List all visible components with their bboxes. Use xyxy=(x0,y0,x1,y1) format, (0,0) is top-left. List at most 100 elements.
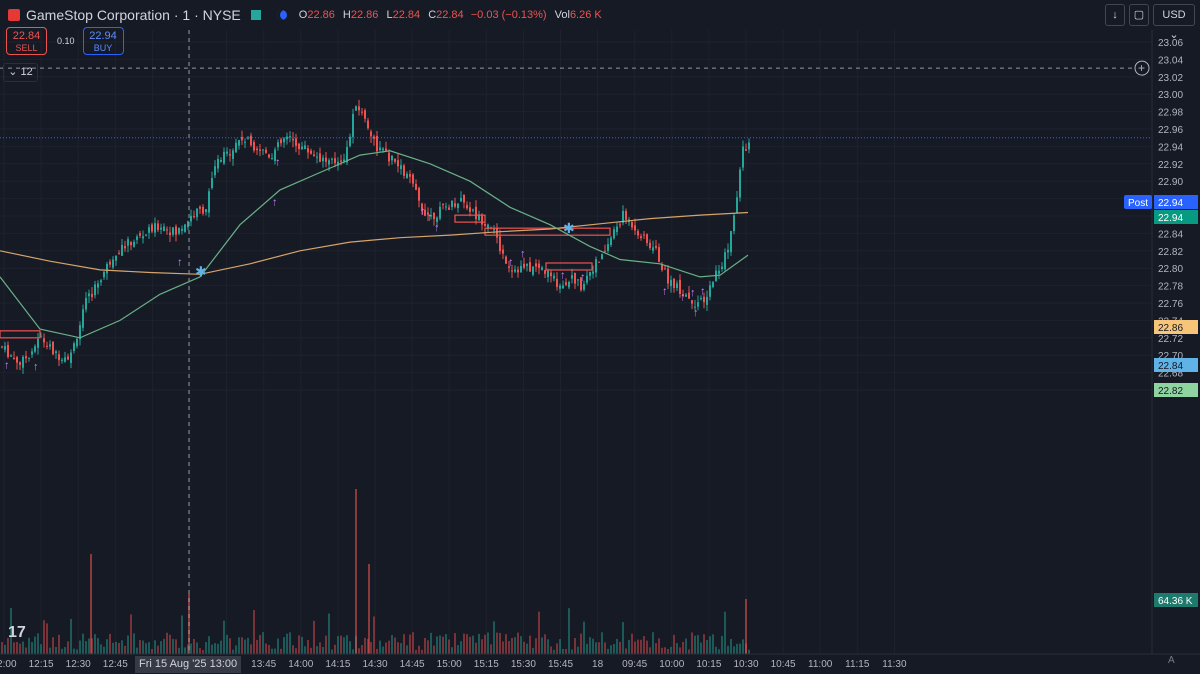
volume-bar xyxy=(412,632,414,654)
volume-bar xyxy=(613,644,615,654)
volume-bar xyxy=(100,644,102,654)
volume-bar xyxy=(52,637,54,654)
candle-body xyxy=(82,309,84,328)
candle-body xyxy=(469,207,471,212)
volume-bar xyxy=(574,638,576,654)
candle-body xyxy=(664,268,666,270)
volume-bar xyxy=(514,637,516,654)
candle-body xyxy=(379,147,381,151)
indicators-toggle[interactable]: ⌄ 12 xyxy=(3,63,38,82)
candle-body xyxy=(205,209,207,212)
volume-bar xyxy=(439,635,441,654)
candle-body xyxy=(634,225,636,231)
candle-body xyxy=(493,228,495,231)
candle-body xyxy=(736,197,738,214)
candle-body xyxy=(418,187,420,201)
candle-body xyxy=(340,160,342,162)
volume-bar xyxy=(682,641,684,654)
volume-bar xyxy=(571,649,573,654)
volume-bar xyxy=(28,637,30,654)
volume-bar xyxy=(505,634,507,654)
volume-bar xyxy=(466,634,468,654)
candle-body xyxy=(562,285,564,289)
candle-body xyxy=(334,158,336,164)
volume-bar xyxy=(733,646,735,654)
candle-body xyxy=(43,338,45,343)
time-tick-label: 11:00 xyxy=(808,659,833,670)
volume-bar xyxy=(634,641,636,654)
buy-arrow-icon: ↑ xyxy=(520,248,526,260)
sell-button[interactable]: 22.84 SELL xyxy=(6,27,47,55)
candle-body xyxy=(103,271,105,278)
supply-zones xyxy=(0,214,611,339)
volume-bar xyxy=(679,647,681,654)
buy-button[interactable]: 22.94 BUY xyxy=(82,27,124,55)
volume-bar xyxy=(127,635,129,654)
price-tick-label: 23.02 xyxy=(1158,73,1183,84)
volume-bar xyxy=(424,637,426,654)
candle-body xyxy=(727,249,729,253)
volume-bar xyxy=(190,643,192,654)
candle-body xyxy=(586,275,588,283)
candle-body xyxy=(565,282,567,285)
candle-body xyxy=(445,206,447,208)
price-tick-label: 22.92 xyxy=(1158,160,1183,171)
volume-bar xyxy=(265,643,267,654)
candle-body xyxy=(505,256,507,264)
volume-bar xyxy=(670,646,672,654)
price-label-text: 22.94 xyxy=(1158,198,1183,209)
candle-body xyxy=(127,239,129,246)
volume-bar xyxy=(40,644,42,654)
volume-bar xyxy=(472,635,474,654)
candle-body xyxy=(292,138,294,141)
price-labels: Post 22.94 22.94 22.86 22.84 22.82 64.36 K xyxy=(1124,195,1198,607)
volume-bar xyxy=(1,642,3,654)
volume-bar xyxy=(289,632,291,654)
currency-value: USD xyxy=(1162,9,1186,21)
candle-body xyxy=(400,165,402,169)
volume-bar xyxy=(457,645,459,654)
time-tick-label: 12:45 xyxy=(103,659,128,670)
candle-body xyxy=(343,159,345,162)
candle-body xyxy=(94,284,96,296)
time-tick-label: 14:00 xyxy=(288,659,313,670)
candle-body xyxy=(403,165,405,176)
volume-bar xyxy=(49,647,51,654)
volume-bar xyxy=(559,639,561,654)
trade-panel: 22.84 SELL 0.10 22.94 BUY xyxy=(6,27,124,55)
volume-bar xyxy=(181,615,183,654)
collapse-axis-icon[interactable]: A xyxy=(1168,655,1175,666)
candle-body xyxy=(748,142,750,150)
price-label-text: 22.82 xyxy=(1158,386,1183,397)
volume-bar xyxy=(460,641,462,654)
candle-body xyxy=(268,154,270,158)
candle-body xyxy=(49,344,51,347)
volume-bar xyxy=(430,632,432,654)
volume-bar xyxy=(142,640,144,654)
low-label: L xyxy=(386,9,393,21)
volume-bar xyxy=(748,649,750,654)
volume-bar xyxy=(157,645,159,654)
open-value: 22.86 xyxy=(307,9,335,21)
volume-bar xyxy=(193,638,195,654)
buy-arrow-icon: ↑ xyxy=(275,157,281,169)
price-tick-label: 22.98 xyxy=(1158,108,1183,119)
candle-body xyxy=(40,336,42,338)
buy-arrow-icon: ↑ xyxy=(662,285,668,297)
candle-body xyxy=(670,279,672,287)
download-icon[interactable]: ↓ xyxy=(1105,4,1125,26)
crosshair-time-label: Fri 15 Aug '25 13:00 xyxy=(135,656,242,673)
volume-bar xyxy=(295,648,297,654)
volume-bar xyxy=(37,633,39,654)
volume-bar xyxy=(46,623,48,654)
symbol-title[interactable]: GameStop Corporation · 1 · NYSE xyxy=(26,7,241,23)
snapshot-icon[interactable]: ▢ xyxy=(1129,4,1149,26)
candle-body xyxy=(307,148,309,153)
candle-body xyxy=(409,174,411,177)
volume-bar xyxy=(547,639,549,654)
candle-body xyxy=(553,275,555,279)
currency-select[interactable]: USD ⌄ xyxy=(1153,4,1195,41)
candle-body xyxy=(220,159,222,162)
